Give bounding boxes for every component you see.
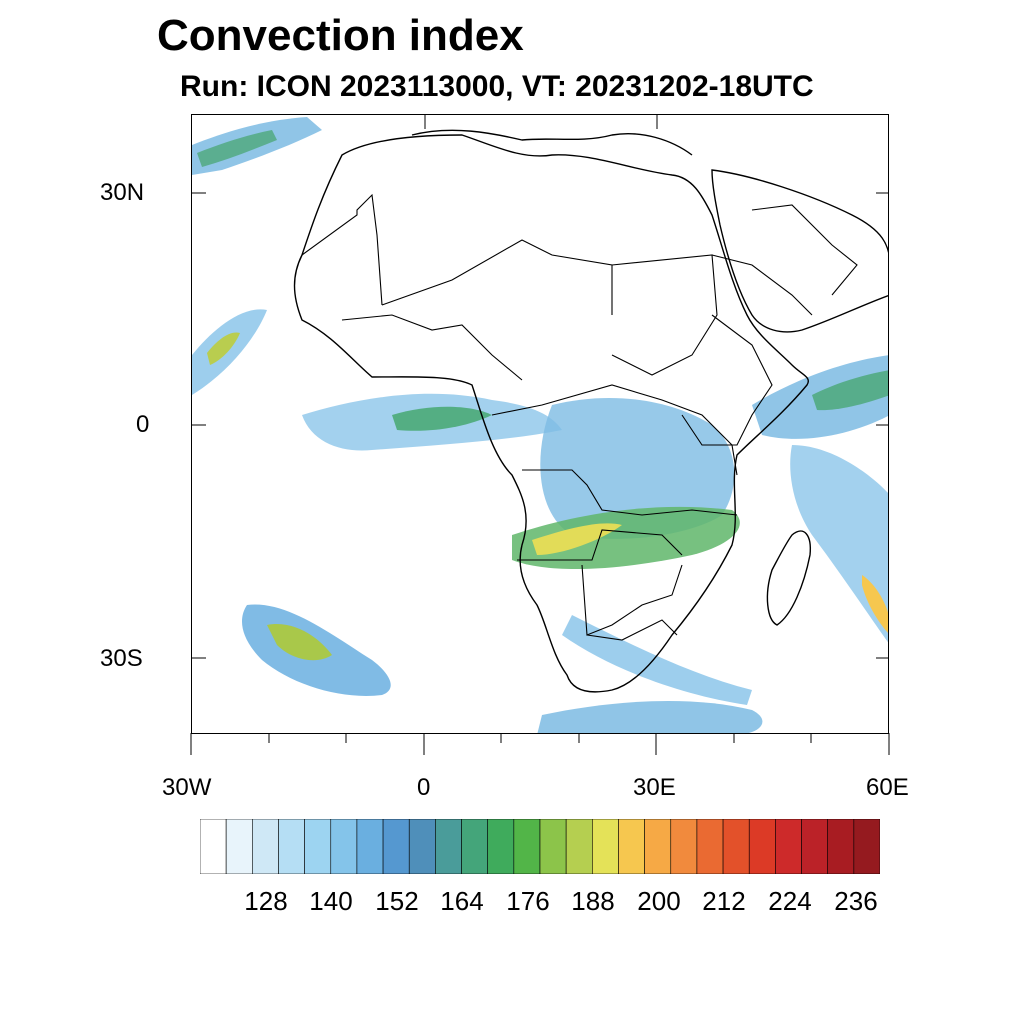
map-title: Convection index	[157, 11, 524, 60]
convection-patch-congo	[540, 397, 735, 539]
border-east-africa	[681, 314, 773, 446]
colorbar-swatch	[644, 819, 672, 874]
colorbar-label: 128	[244, 886, 288, 916]
colorbar-swatch	[278, 819, 305, 874]
convection-patch-cape-band	[562, 615, 752, 705]
y-label-0: 0	[136, 411, 150, 438]
colorbar	[200, 819, 880, 874]
colorbar-label: 188	[571, 886, 615, 916]
colorbar-swatch	[200, 819, 227, 874]
colorbar-swatch	[408, 819, 436, 874]
y-label-30n: 30N	[100, 179, 145, 206]
colorbar-label: 176	[506, 886, 550, 916]
border-arabia	[751, 204, 858, 296]
colorbar-swatch	[670, 819, 698, 874]
colorbar-swatch	[461, 819, 488, 874]
africa-coastline	[293, 134, 809, 693]
x-label-0: 0	[417, 774, 431, 801]
colorbar-swatch	[801, 819, 828, 874]
graticule-ticks	[192, 115, 888, 659]
convection-patch-north-atlantic-core	[197, 130, 277, 167]
colorbar-swatch	[356, 819, 384, 874]
convection-patch-indian-ocean-east-core	[862, 575, 888, 633]
country-borders	[301, 193, 858, 641]
map-area[interactable]	[191, 114, 889, 734]
convection-patch-southern-africa-core	[532, 523, 622, 555]
colorbar-swatch	[513, 819, 541, 874]
madagascar-coastline	[766, 530, 811, 626]
border-sahara-west	[301, 193, 383, 306]
x-label-60e: 60E	[866, 774, 909, 801]
arabia-coastline	[711, 169, 888, 333]
border-drc-south	[522, 469, 738, 516]
colorbar-swatch	[487, 819, 515, 874]
border-angola-namibia	[517, 529, 683, 561]
border-horn	[711, 254, 813, 316]
colorbar-label: 212	[702, 886, 746, 916]
border-south-africa	[586, 619, 678, 641]
colorbar-swatch	[853, 819, 880, 874]
coastlines	[293, 129, 888, 693]
convection-shading	[192, 117, 888, 733]
colorbar-swatch	[722, 819, 750, 874]
colorbar-swatch	[304, 819, 332, 874]
colorbar-label: 152	[375, 886, 419, 916]
convection-patch-southern-africa	[512, 506, 740, 570]
colorbar-swatch	[539, 819, 567, 874]
convection-patch-indian-ocean-core	[812, 370, 888, 411]
colorbar-swatch	[330, 819, 358, 874]
convection-patch-west-atlantic-core	[207, 332, 240, 365]
map-canvas	[192, 115, 888, 733]
colorbar-swatch	[225, 819, 253, 874]
mediterranean-coastline	[411, 129, 693, 156]
colorbar-swatch	[618, 819, 645, 874]
convection-patch-southern-ocean	[537, 700, 763, 733]
colorbar-label: 224	[768, 886, 812, 916]
convection-patch-west-atlantic	[192, 309, 267, 395]
colorbar-label: 140	[309, 886, 353, 916]
border-sahara-central	[381, 239, 613, 315]
colorbar-swatch	[696, 819, 724, 874]
colorbar-swatch	[827, 819, 855, 874]
colorbar-swatch	[252, 819, 279, 874]
border-sudan	[611, 254, 718, 376]
colorbar-swatch	[592, 819, 619, 874]
map-subtitle: Run: ICON 2023113000, VT: 20231202-18UTC	[180, 70, 814, 103]
colorbar-swatch	[748, 819, 776, 874]
colorbar-swatch	[382, 819, 410, 874]
border-namibia-botswana	[581, 564, 683, 636]
colorbar-label: 164	[440, 886, 484, 916]
x-label-30e: 30E	[633, 774, 676, 801]
convection-patch-south-atlantic-core	[267, 624, 332, 661]
colorbar-label: 236	[834, 886, 878, 916]
colorbar-swatch	[435, 819, 462, 874]
x-label-30w: 30W	[162, 774, 212, 801]
convection-patch-itcz-core	[392, 406, 492, 431]
convection-patch-indian-ocean-east	[790, 445, 888, 643]
y-label-30s: 30S	[100, 645, 143, 672]
border-west-africa	[341, 314, 523, 381]
colorbar-swatch	[565, 819, 593, 874]
colorbar-swatch	[775, 819, 802, 874]
colorbar-label: 200	[637, 886, 681, 916]
x-axis-ticks	[190, 733, 890, 755]
